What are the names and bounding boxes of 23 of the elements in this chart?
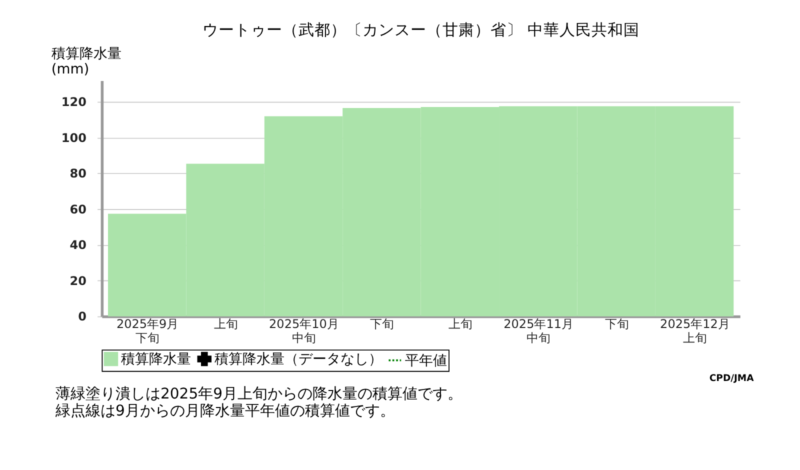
y-tick-label: 60 bbox=[70, 202, 86, 216]
legend-label: 積算降水量 bbox=[121, 352, 192, 368]
y-tick-label: 80 bbox=[70, 166, 86, 181]
y-tick-label: 20 bbox=[70, 274, 86, 288]
x-tick-label: 下旬 bbox=[370, 316, 394, 331]
y-tick-label: 100 bbox=[61, 130, 86, 145]
x-tick-label: 2025年10月中旬 bbox=[269, 316, 339, 345]
x-tick-label: 上旬 bbox=[448, 316, 472, 331]
legend-label: 積算降水量（データなし） bbox=[214, 352, 383, 368]
x-tick-label: 2025年11月中旬 bbox=[504, 316, 574, 345]
legend-label: 平年値 bbox=[405, 352, 448, 369]
text: 薄緑塗り潰しは2025年9月上旬からの降水量の積算値です。 bbox=[55, 386, 463, 403]
y-tick-label: 120 bbox=[61, 95, 86, 110]
y-tick-label: 0 bbox=[78, 309, 86, 324]
chart-title: ウートゥー（武都）〔カンスー（甘粛）省〕 中華人民共和国 bbox=[202, 20, 640, 40]
x-tick-label: 上旬 bbox=[214, 316, 238, 331]
text: CPD/JMA bbox=[709, 373, 755, 384]
y-axis-title: 積算降水量(mm) bbox=[51, 46, 122, 78]
text: 緑点線は9月からの月降水量平年値の積算値です。 bbox=[54, 402, 395, 420]
x-tick-label: 下旬 bbox=[604, 316, 629, 331]
x-tick-label: 2025年9月下旬 bbox=[116, 316, 179, 345]
y-tick-label: 40 bbox=[70, 238, 86, 252]
x-tick-label: 2025年12月上旬 bbox=[660, 316, 730, 345]
